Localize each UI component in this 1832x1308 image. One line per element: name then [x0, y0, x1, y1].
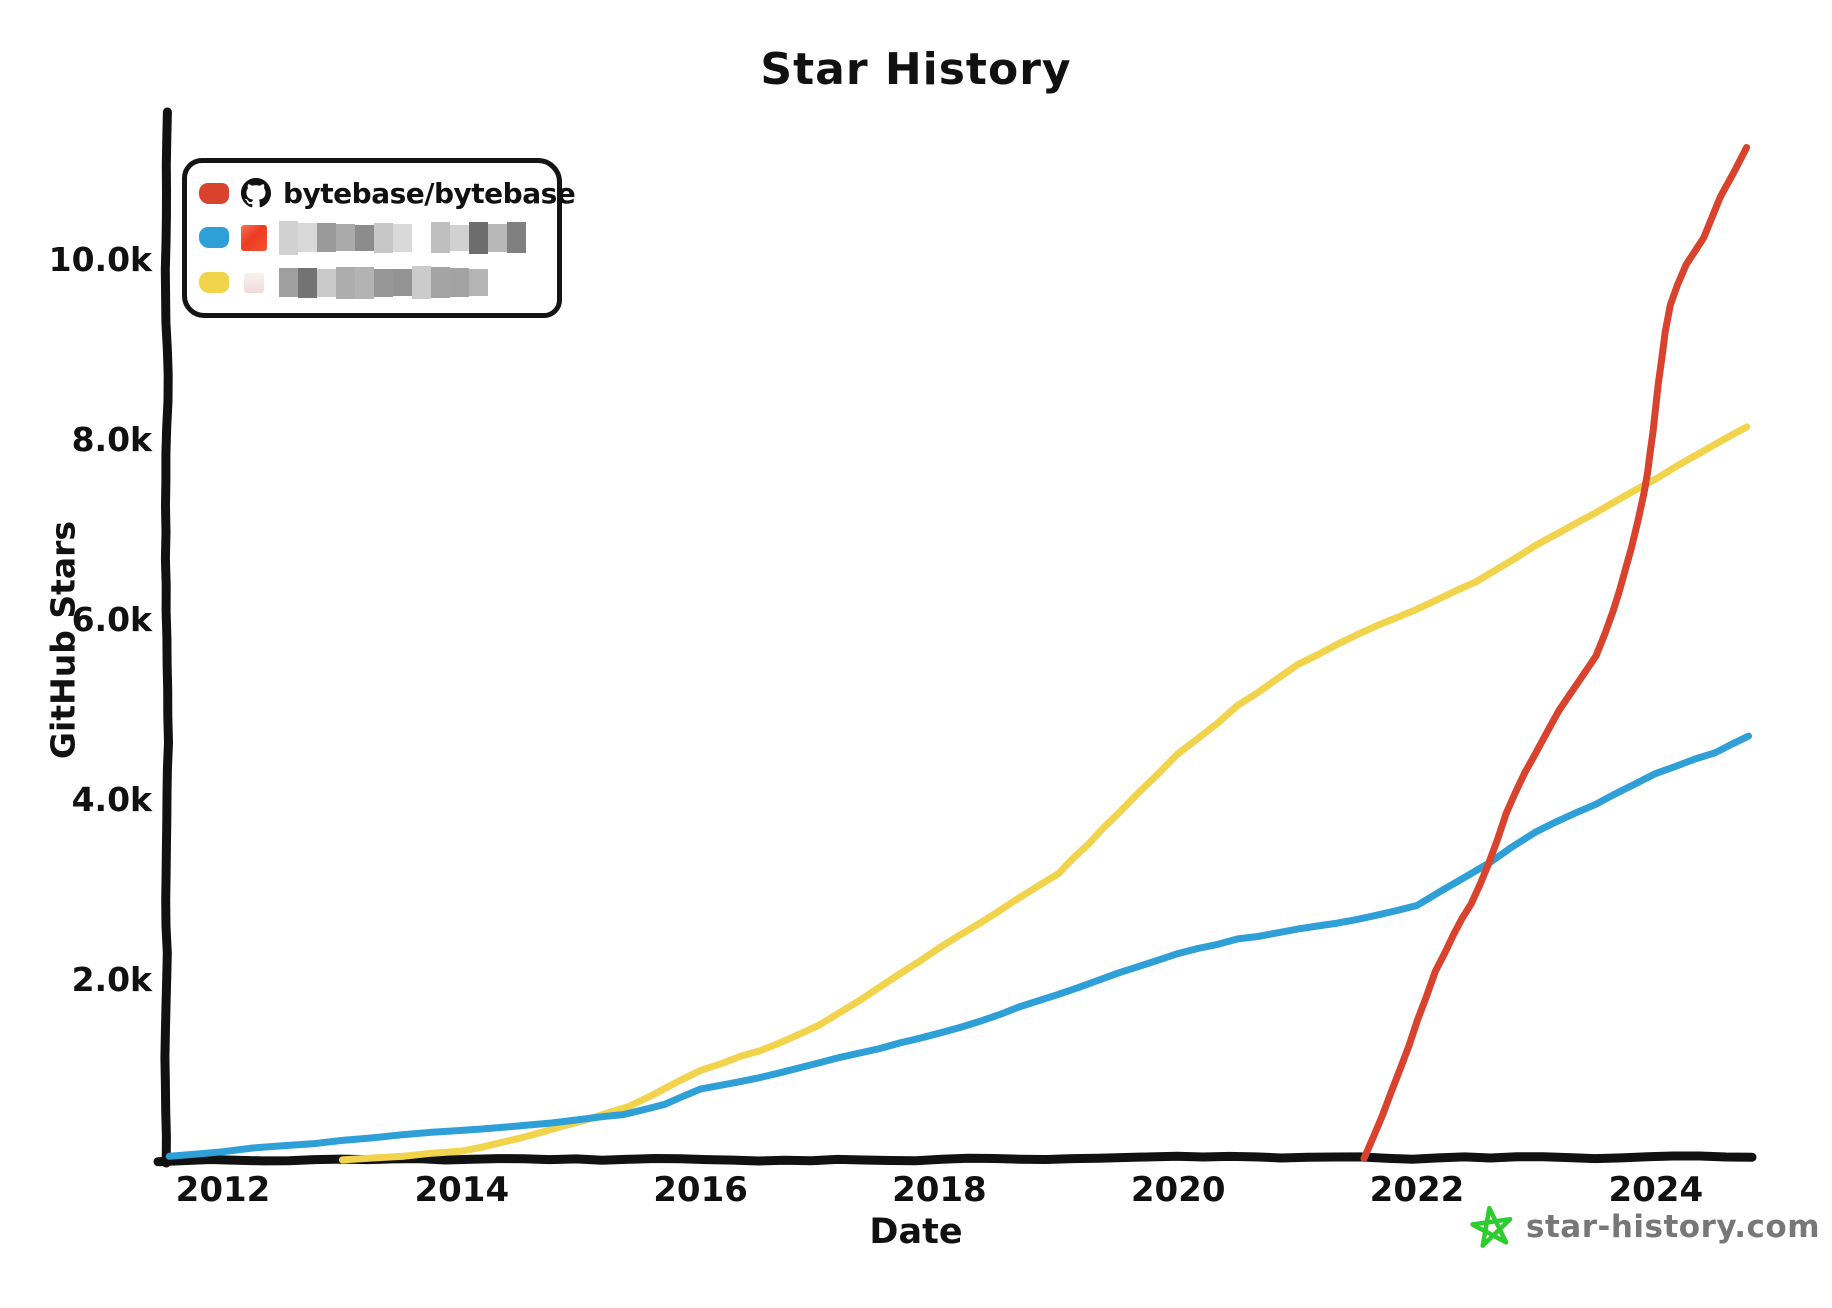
- chart-title: Star History: [760, 44, 1072, 95]
- github-octocat-icon: [241, 178, 271, 208]
- y-tick-label: 4.0k: [71, 780, 152, 819]
- green-star-icon: [1470, 1205, 1513, 1248]
- legend-entry-redacted-blue: [199, 216, 545, 260]
- series-line--redacted-repo-blue-line-: [165, 732, 1752, 1160]
- x-tick-label: 2014: [414, 1170, 510, 1210]
- x-tick-label: 2012: [175, 1170, 271, 1210]
- x-tick-label: 2018: [892, 1170, 987, 1210]
- legend-entry-bytebase: bytebase/bytebase: [199, 171, 576, 215]
- redacted-repo-name: [279, 265, 488, 301]
- legend-swatch-yellow: [199, 272, 229, 294]
- watermark-link[interactable]: star-history.com: [1468, 1202, 1820, 1252]
- legend-repo-name: bytebase/bytebase: [283, 176, 576, 210]
- legend-swatch-red: [199, 182, 229, 204]
- y-tick-label: 8.0k: [71, 420, 152, 459]
- legend-box: bytebase/bytebase: [182, 158, 576, 318]
- x-tick-label: 2024: [1608, 1170, 1704, 1210]
- x-tick-label: 2016: [653, 1170, 748, 1210]
- x-axis-title: Date: [869, 1212, 963, 1252]
- blurred-repo-logo-icon: [244, 272, 264, 293]
- legend-entry-redacted-yellow: [199, 261, 545, 305]
- blurred-repo-logo-icon: [241, 224, 267, 251]
- x-tick-label: 2022: [1369, 1170, 1465, 1210]
- y-axis-title: GitHub Stars: [43, 520, 83, 760]
- y-tick-label: 6.0k: [71, 600, 152, 639]
- redacted-repo-name: [279, 220, 526, 256]
- series-line--redacted-repo-yellow-line-: [338, 423, 1751, 1164]
- watermark-text: star-history.com: [1526, 1209, 1821, 1245]
- y-tick-label: 2.0k: [71, 960, 152, 999]
- y-tick-label: 10.0k: [48, 240, 152, 279]
- x-axis-line: [153, 1151, 1757, 1167]
- series-line-bytebase-bytebase: [1360, 144, 1751, 1162]
- legend-swatch-blue: [199, 227, 229, 249]
- y-axis-line: [160, 107, 173, 1168]
- x-tick-label: 2020: [1130, 1170, 1226, 1210]
